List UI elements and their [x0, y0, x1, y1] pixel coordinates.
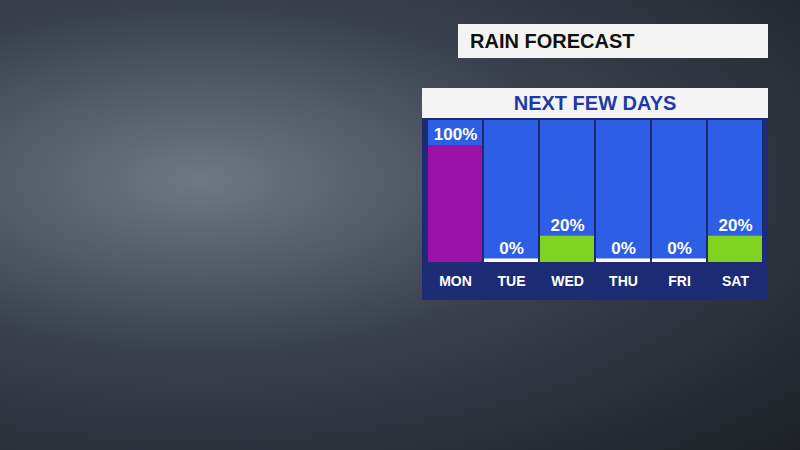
svg-text:SAT: SAT [722, 273, 749, 289]
svg-text:WED: WED [551, 273, 584, 289]
html-text:RAIN FORECAST: RAIN FORECAST [470, 30, 635, 52]
svg-text:0%: 0% [611, 239, 636, 258]
svg-text:THU: THU [609, 273, 638, 289]
html-text:NEXT FEW DAYS: NEXT FEW DAYS [513, 92, 677, 114]
svg-text:20%: 20% [550, 216, 584, 235]
svg-text:TUE: TUE [498, 273, 526, 289]
svg-text:0%: 0% [499, 239, 524, 258]
svg-text:100%: 100% [434, 125, 477, 144]
svg-text:0%: 0% [667, 239, 692, 258]
svg-text:20%: 20% [718, 216, 752, 235]
svg-text:MON: MON [439, 273, 472, 289]
svg-text:FRI: FRI [668, 273, 691, 289]
